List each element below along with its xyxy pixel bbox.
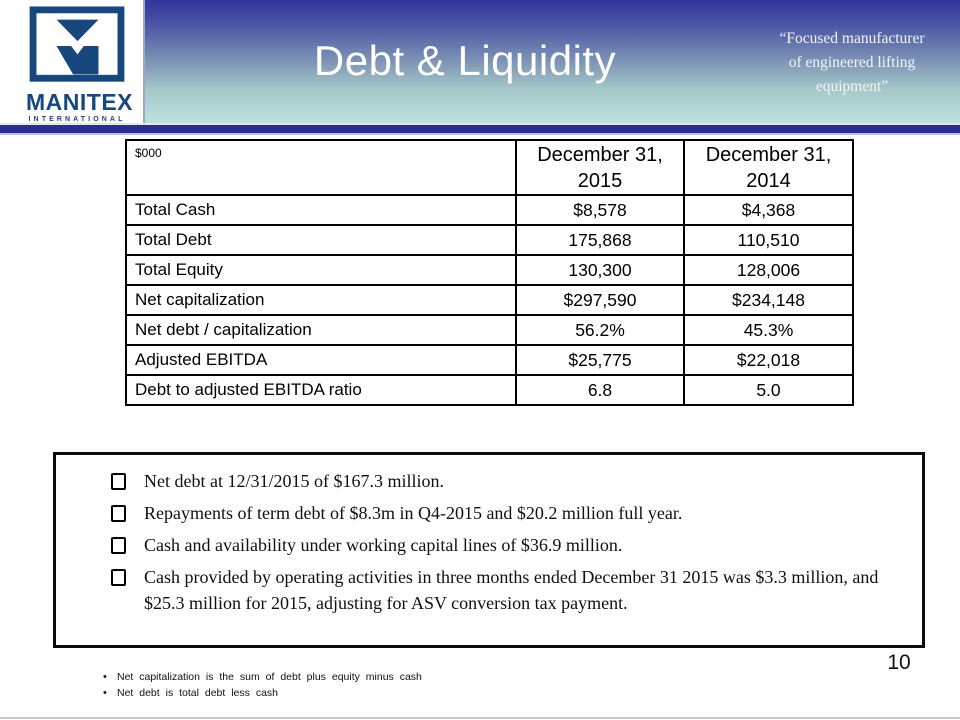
row-value-2015: $25,775 [515,344,685,376]
header-banner [143,0,960,123]
row-label: Total Cash [125,194,517,226]
manitex-logo: MANITEX INTERNATIONAL [26,5,133,124]
tagline-line: equipment” [815,78,889,95]
footnotes: • Net capitalization is the sum of debt … [103,669,422,701]
row-value-2014: $22,018 [683,344,854,376]
list-item: Repayments of term debt of $8.3m in Q4-2… [111,500,910,526]
row-value-2014: 45.3% [683,314,854,346]
row-value-2015: $8,578 [515,194,685,226]
table-row: Total Equity 130,300 128,006 [125,254,854,286]
table-row: Total Cash $8,578 $4,368 [125,194,854,226]
list-item: Cash provided by operating activities in… [111,564,910,616]
page-title: Debt & Liquidity [313,37,617,84]
row-value-2015: 6.8 [515,374,685,406]
row-label: Debt to adjusted EBITDA ratio [125,374,517,406]
square-bullet-icon [111,537,126,554]
square-bullet-icon [111,505,126,522]
row-value-2014: $234,148 [683,284,854,316]
table-row: Net debt / capitalization 56.2% 45.3% [125,314,854,346]
table-col-header-2014: December 31, 2014 [683,139,854,196]
square-bullet-icon [111,473,126,490]
dot-bullet-icon: • [103,687,107,699]
footnote-item: • Net debt is total debt less cash [103,685,422,701]
slide-header: Debt & Liquidity “Focused manufacturer o… [0,0,960,136]
table-col-header-2015: December 31, 2015 [515,139,685,196]
slide-bottom-border [0,717,960,719]
table-row: Net capitalization $297,590 $234,148 [125,284,854,316]
list-item: Net debt at 12/31/2015 of $167.3 million… [111,468,910,494]
table-row: Total Debt 175,868 110,510 [125,224,854,256]
table-row: Adjusted EBITDA $25,775 $22,018 [125,344,854,376]
logo-wordmark: MANITEX [26,89,133,115]
company-tagline: “Focused manufacturer of engineered lift… [752,27,952,99]
debt-liquidity-table: $000 December 31, 2015 December 31, 2014… [125,139,854,406]
row-value-2015: 175,868 [515,224,685,256]
row-value-2014: 5.0 [683,374,854,406]
row-label: Adjusted EBITDA [125,344,517,376]
highlights-box: Net debt at 12/31/2015 of $167.3 million… [53,452,925,648]
row-value-2014: 128,006 [683,254,854,286]
table-header-row: $000 December 31, 2015 December 31, 2014 [125,139,854,196]
table-unit-label: $000 [125,139,517,196]
dot-bullet-icon: • [103,671,107,683]
bullet-text: Cash provided by operating activities in… [144,567,879,613]
tagline-line: of engineered lifting [788,54,916,71]
row-label: Net capitalization [125,284,517,316]
tagline-line: “Focused manufacturer [779,30,925,47]
row-value-2015: 130,300 [515,254,685,286]
bullet-text: Cash and availability under working capi… [144,535,623,555]
manitex-logo-icon [29,6,125,82]
row-label: Total Debt [125,224,517,256]
row-value-2014: 110,510 [683,224,854,256]
header-divider-bar [0,123,960,135]
footnote-text: Net debt is total debt less cash [117,687,278,699]
row-label: Net debt / capitalization [125,314,517,346]
table-row: Debt to adjusted EBITDA ratio 6.8 5.0 [125,374,854,406]
page-number: 10 [887,651,911,674]
row-value-2015: 56.2% [515,314,685,346]
row-label: Total Equity [125,254,517,286]
row-value-2014: $4,368 [683,194,854,226]
square-bullet-icon [111,569,126,586]
row-value-2015: $297,590 [515,284,685,316]
logo-subtitle: INTERNATIONAL [28,116,126,123]
footnote-item: • Net capitalization is the sum of debt … [103,669,422,685]
bullet-text: Net debt at 12/31/2015 of $167.3 million… [144,471,444,491]
list-item: Cash and availability under working capi… [111,532,910,558]
bullet-text: Repayments of term debt of $8.3m in Q4-2… [144,503,683,523]
footnote-text: Net capitalization is the sum of debt pl… [117,671,422,683]
